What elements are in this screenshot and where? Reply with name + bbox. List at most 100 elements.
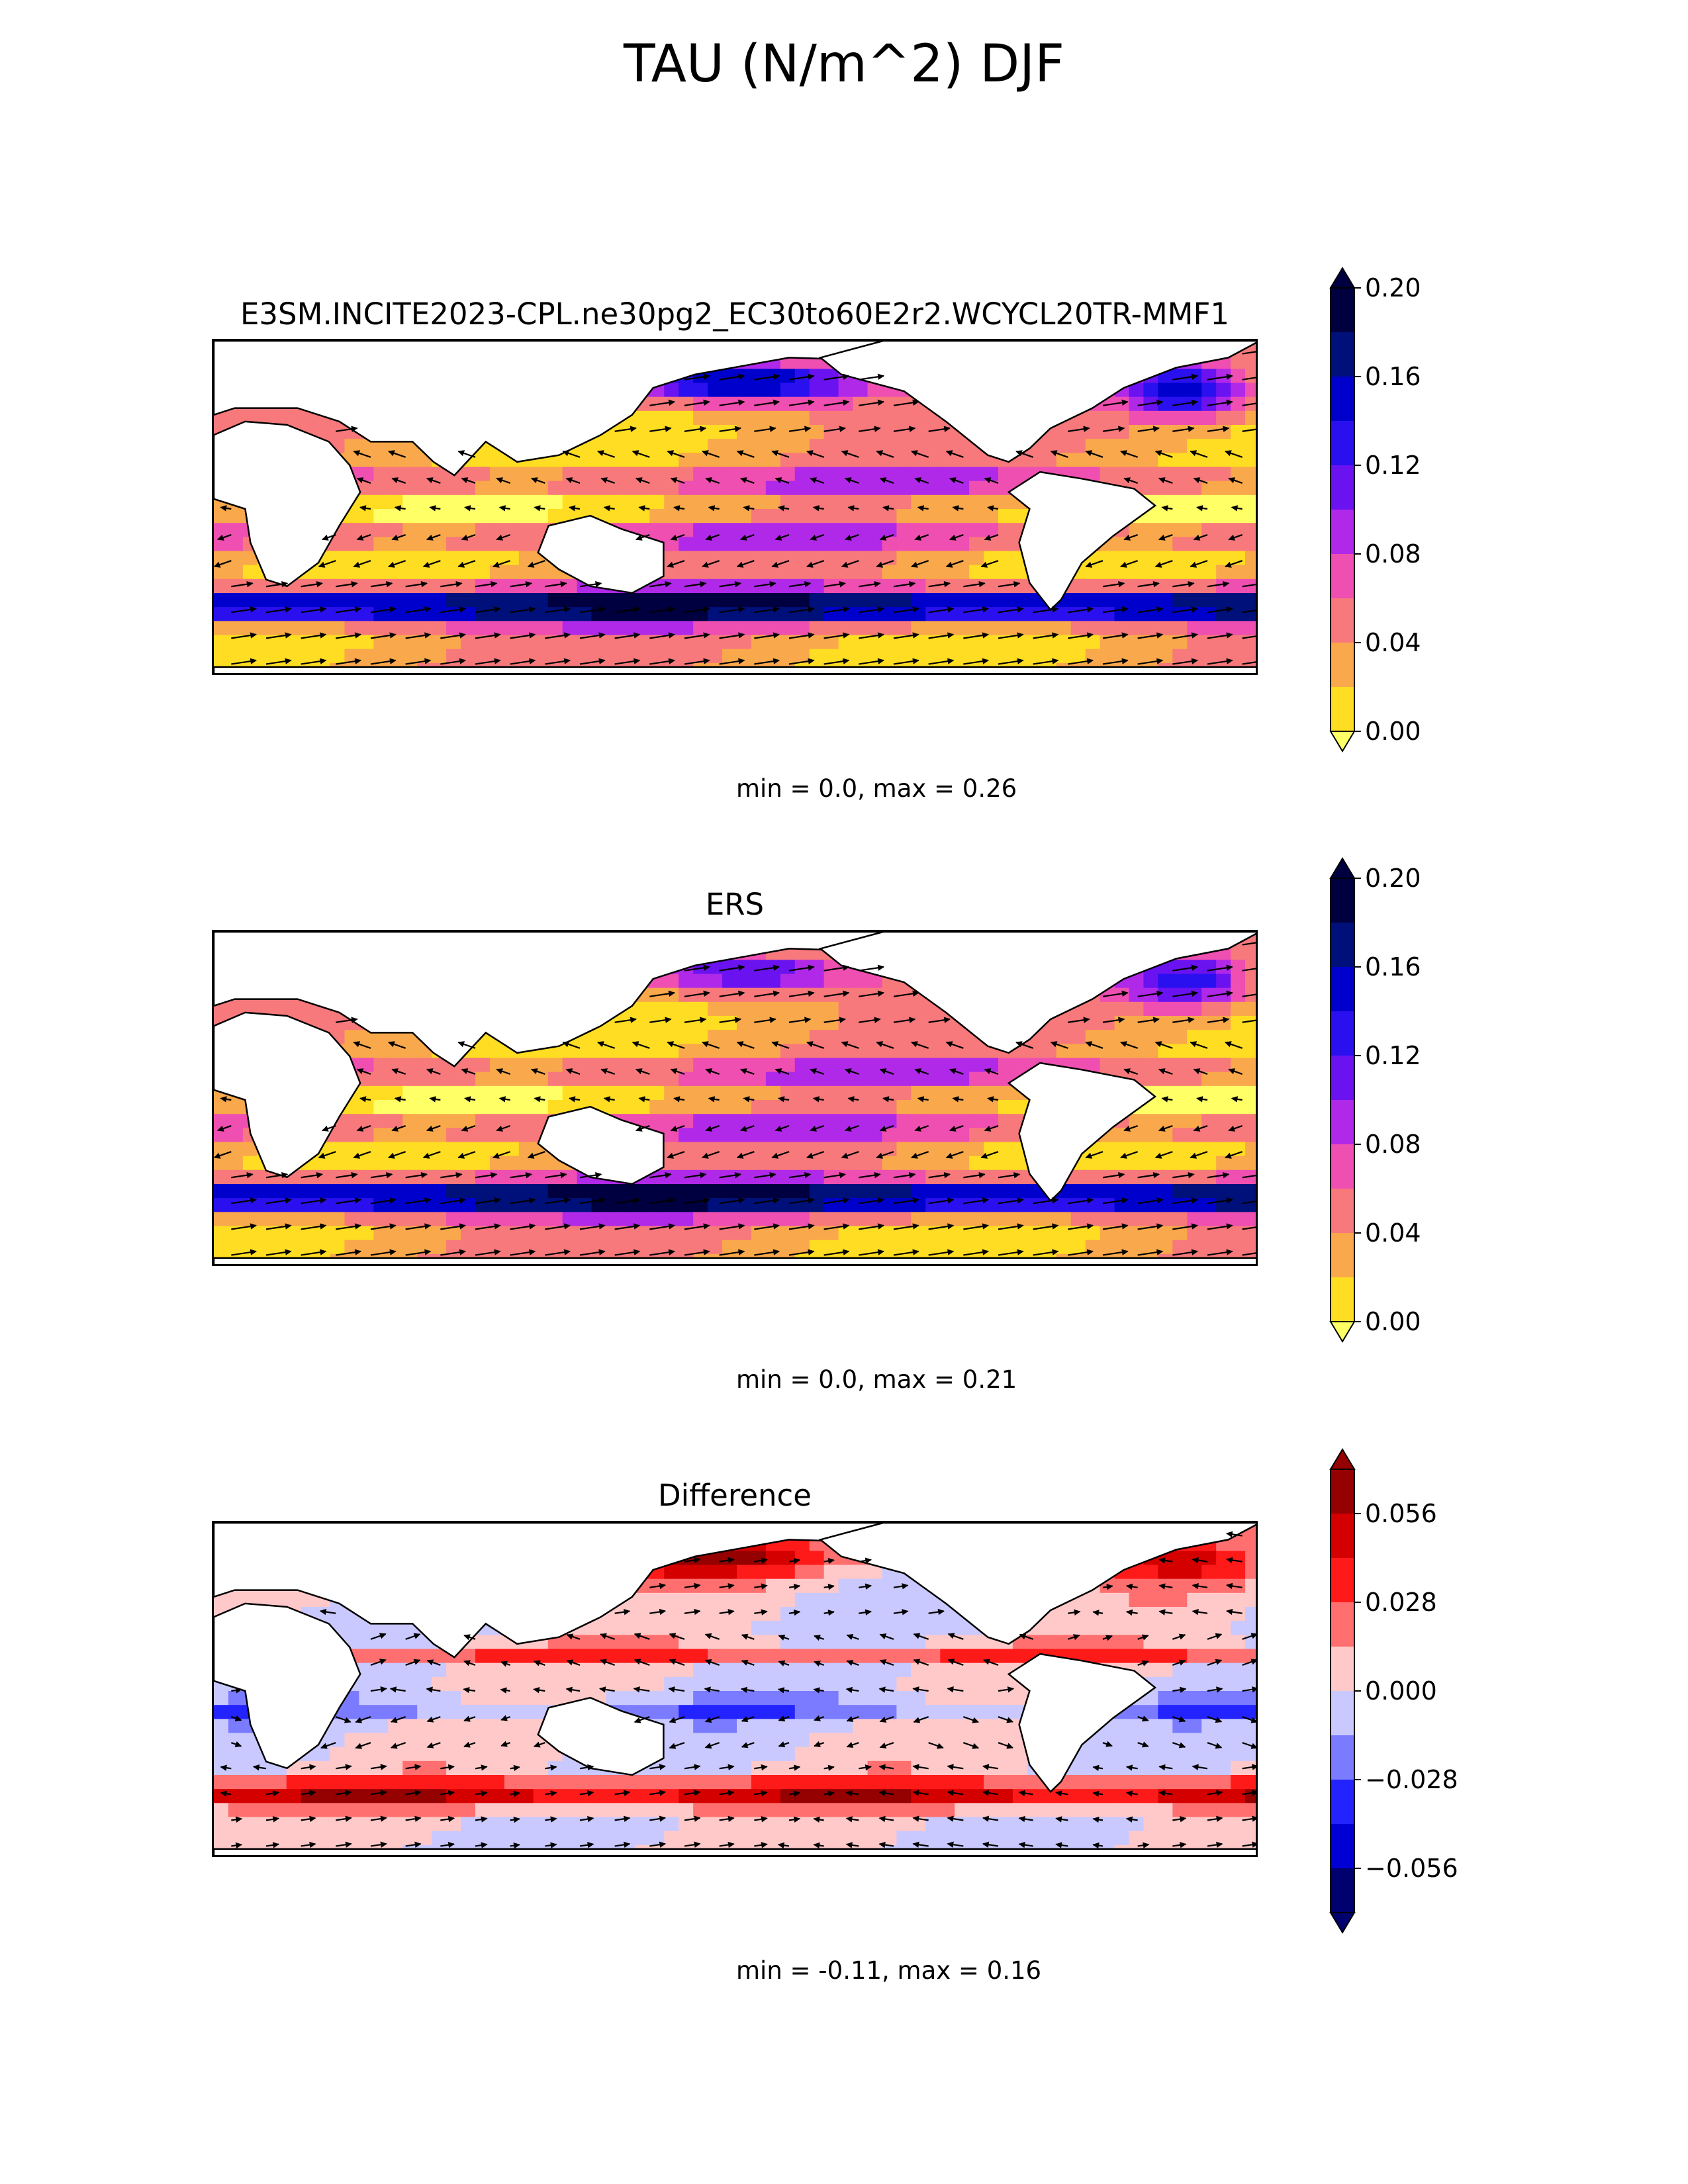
field-cell	[388, 578, 403, 594]
field-cell	[809, 467, 825, 482]
field-cell	[940, 635, 955, 650]
field-cell	[1231, 1016, 1246, 1030]
wind-arrow-head	[739, 1125, 747, 1132]
field-cell	[388, 1071, 403, 1087]
field-cell	[1114, 621, 1130, 636]
field-cell	[823, 1016, 839, 1030]
wind-arrow-head	[1121, 990, 1129, 997]
field-cell	[359, 439, 374, 453]
field-cell	[1172, 523, 1188, 537]
field-cell	[1187, 649, 1202, 664]
field-cell	[867, 1001, 883, 1017]
field-cell	[1172, 439, 1188, 453]
wind-arrow-head	[1086, 658, 1094, 664]
field-cell	[1245, 537, 1256, 552]
field-cell	[867, 635, 883, 650]
field-cell	[1201, 974, 1217, 989]
field-cell	[925, 607, 941, 621]
field-cell	[925, 1198, 941, 1212]
field-cell	[359, 621, 374, 636]
field-cell	[896, 593, 912, 608]
field-cell	[1172, 369, 1188, 384]
field-cell	[1158, 1071, 1173, 1087]
field-cell	[737, 593, 752, 608]
field-cell	[461, 494, 476, 510]
field-cell	[1201, 537, 1217, 552]
field-cell	[417, 467, 432, 482]
field-cell	[373, 1169, 389, 1185]
field-cell	[823, 1085, 839, 1101]
field-cell	[446, 1085, 461, 1101]
field-cell	[751, 1016, 767, 1030]
field-cell	[1100, 1198, 1115, 1212]
wind-arrow-head	[771, 1041, 779, 1048]
field-cell	[228, 509, 244, 523]
field-cell	[925, 1016, 941, 1030]
wind-arrow-head	[1121, 658, 1129, 664]
field-cell	[432, 1240, 447, 1255]
field-cell	[1129, 383, 1145, 398]
wind-arrow-head	[876, 1152, 884, 1159]
field-cell	[1114, 1001, 1130, 1017]
field-cell	[388, 565, 403, 580]
colorbar-extend-low	[1329, 1321, 1356, 1343]
field-cell	[577, 1044, 592, 1059]
field-cell	[955, 523, 970, 537]
field-cell	[547, 467, 563, 482]
wind-arrow-head	[879, 477, 887, 484]
wind-arrow-head	[491, 581, 498, 588]
wind-arrow-head	[351, 581, 358, 588]
field-cell	[853, 1565, 868, 1580]
field-cell	[330, 593, 346, 608]
field-cell	[1085, 1226, 1101, 1241]
field-cell	[446, 537, 461, 552]
field-cell	[780, 1001, 796, 1017]
wind-arrow-head	[947, 1223, 955, 1230]
field-cell	[794, 960, 810, 975]
field-cell	[214, 1128, 229, 1143]
field-cell	[330, 1156, 346, 1171]
field-cell	[547, 578, 563, 594]
field-cell	[432, 537, 447, 552]
field-cell	[679, 537, 694, 552]
wind-arrow-head	[673, 505, 680, 512]
field-cell	[359, 1226, 374, 1241]
field-cell	[882, 1085, 897, 1101]
field-cell	[606, 1100, 622, 1115]
field-cell	[1143, 1044, 1158, 1059]
field-cell	[882, 1100, 897, 1115]
wind-arrow-head	[420, 1172, 428, 1179]
field-cell	[1100, 551, 1115, 566]
field-cell	[911, 509, 926, 523]
field-cell	[823, 1142, 839, 1157]
field-cell	[984, 578, 999, 594]
field-cell	[547, 1100, 563, 1115]
wind-arrow	[1242, 1019, 1256, 1023]
field-cell	[664, 410, 679, 426]
field-cell	[301, 621, 316, 636]
field-cell	[1172, 551, 1188, 566]
field-cell	[1056, 1016, 1072, 1030]
field-cell	[809, 1169, 825, 1185]
wind-arrow-head	[874, 426, 881, 432]
wind-arrow-head	[320, 658, 327, 664]
field-cell	[780, 453, 796, 468]
wind-arrow	[1242, 635, 1256, 639]
colorbar-band	[1331, 1100, 1354, 1144]
field-cell	[1114, 467, 1130, 482]
wind-arrow-head	[320, 1197, 327, 1204]
continent-land	[214, 1011, 361, 1179]
wind-arrow-head	[847, 505, 855, 512]
field-cell	[1158, 1016, 1173, 1030]
field-cell	[664, 1142, 679, 1157]
field-cell	[911, 1212, 926, 1227]
field-cell	[751, 425, 767, 439]
field-cell	[809, 410, 825, 426]
wind-arrow-head	[353, 1041, 361, 1048]
field-cell	[1085, 1044, 1101, 1059]
field-cell	[489, 1100, 505, 1115]
wind-arrow-head	[771, 450, 779, 457]
wind-arrow-head	[1121, 632, 1129, 639]
field-cell	[1231, 1142, 1246, 1157]
field-cell	[1143, 1058, 1158, 1073]
